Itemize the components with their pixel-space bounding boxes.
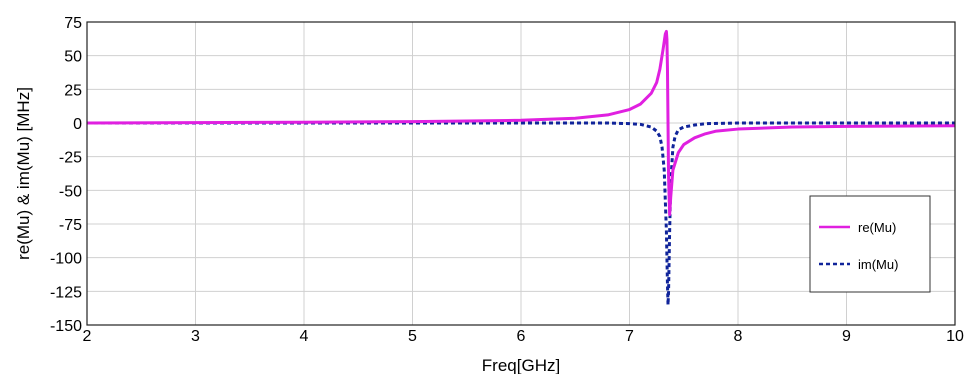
y-tick-label: -125 bbox=[50, 284, 82, 301]
plot-frame bbox=[86, 21, 956, 326]
legend-label-im-mu: im(Mu) bbox=[858, 257, 898, 272]
legend-label-re-mu: re(Mu) bbox=[858, 220, 896, 235]
y-tick-label: -150 bbox=[50, 318, 82, 335]
tick-labels: 2 3 4 5 6 7 8 9 10 75 50 25 0 -25 -50 -75 -100 -125 -150 bbox=[50, 15, 964, 345]
legend-box bbox=[809, 195, 931, 293]
x-tick-label: 6 bbox=[517, 328, 526, 345]
x-tick-label: 4 bbox=[300, 328, 309, 345]
x-tick-label: 5 bbox=[408, 328, 417, 345]
y-tick-label: -50 bbox=[59, 183, 82, 200]
y-tick-label: 75 bbox=[64, 15, 82, 32]
y-tick-label: -100 bbox=[50, 251, 82, 268]
y-axis-label: re(Mu) & im(Mu) [MHz] bbox=[14, 87, 33, 260]
x-tick-label: 9 bbox=[842, 328, 851, 345]
series-layer bbox=[87, 29, 955, 307]
legend: re(Mu) im(Mu) bbox=[809, 195, 931, 293]
x-tick-label: 2 bbox=[83, 328, 92, 345]
x-tick-label: 8 bbox=[734, 328, 743, 345]
series-line-im-mu bbox=[87, 121, 955, 307]
y-tick-label: 50 bbox=[64, 49, 82, 66]
x-tick-label: 7 bbox=[625, 328, 634, 345]
x-tick-label: 3 bbox=[191, 328, 200, 345]
y-tick-label: 0 bbox=[73, 116, 82, 133]
y-tick-label: 25 bbox=[64, 82, 82, 99]
y-tick-label: -25 bbox=[59, 150, 82, 167]
series-line-re-mu bbox=[87, 29, 955, 217]
x-axis-label: Freq[GHz] bbox=[482, 356, 560, 374]
x-tick-label: 10 bbox=[946, 328, 964, 345]
y-tick-label: -75 bbox=[59, 217, 82, 234]
